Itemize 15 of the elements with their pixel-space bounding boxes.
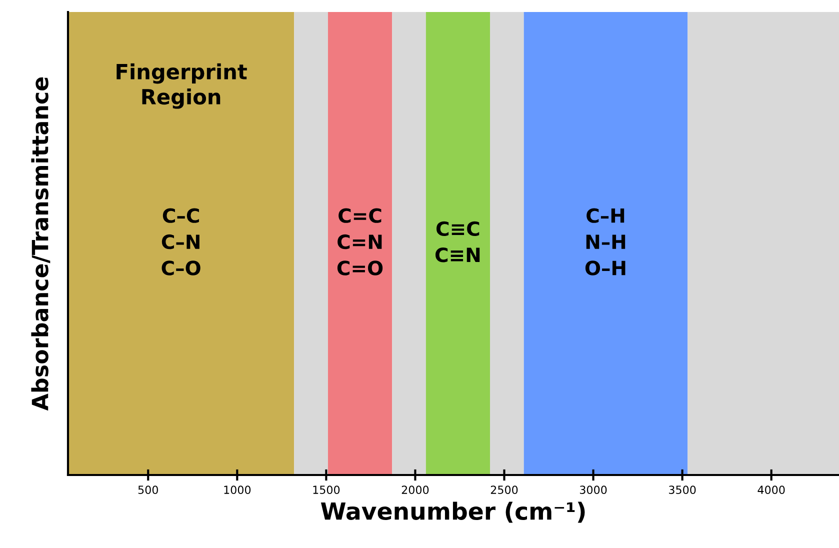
data-label: C≡C C≡N xyxy=(436,221,480,262)
data-label: C=C C=N C=O xyxy=(337,208,383,276)
x-tick-label: 500 xyxy=(138,486,158,494)
x-tick-label: 4000 xyxy=(758,486,785,494)
x-tick-label: 3500 xyxy=(669,486,696,494)
data-label: C–C C–N C–O xyxy=(162,208,200,276)
y-axis-title: Absorbance/Transmittance xyxy=(31,77,50,411)
x-tick-label: 3000 xyxy=(580,486,607,494)
x-tick-label: 2500 xyxy=(490,486,518,494)
x-tick-label: 1500 xyxy=(313,486,340,494)
annotation: Fingerprint Region xyxy=(116,63,247,109)
x-axis-title: Wavenumber (cm⁻¹) xyxy=(320,502,585,523)
x-tick-label: 2000 xyxy=(402,486,429,494)
data-label: C–H N–H O–H xyxy=(585,208,626,276)
x-tick-label: 1000 xyxy=(224,486,251,494)
